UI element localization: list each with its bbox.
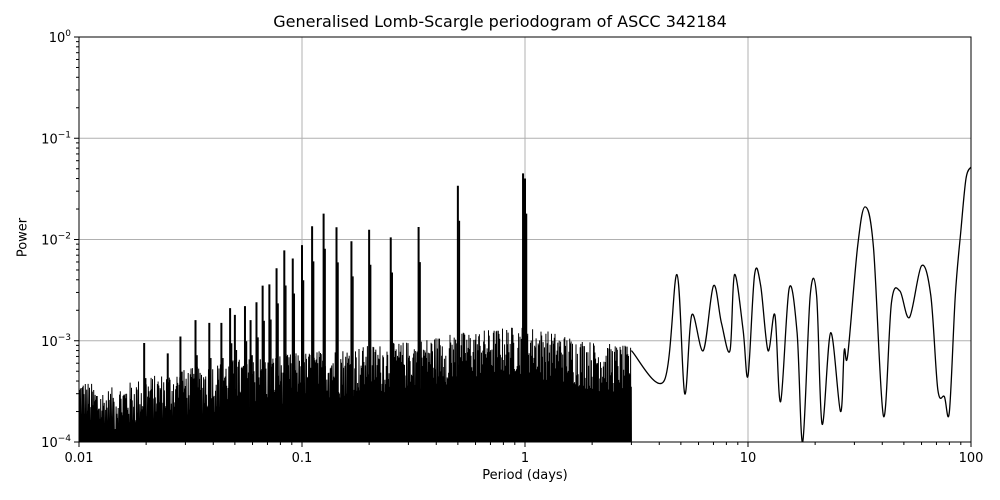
y-axis-ticks: 100 10−1 10−2 10−3 10−4 bbox=[41, 29, 79, 451]
alias-peaks bbox=[143, 173, 528, 442]
long-period-curve bbox=[630, 166, 971, 442]
y-tick-label: 100 bbox=[49, 29, 72, 46]
chart-title: Generalised Lomb-Scargle periodogram of … bbox=[273, 12, 727, 31]
y-tick-label: 10−4 bbox=[41, 434, 71, 451]
x-tick-label: 1 bbox=[521, 451, 529, 466]
x-tick-label: 0.01 bbox=[65, 451, 94, 466]
x-tick-label: 100 bbox=[959, 451, 984, 466]
y-tick-label: 10−1 bbox=[41, 130, 71, 147]
y-tick-label: 10−3 bbox=[41, 333, 71, 350]
x-tick-label: 0.1 bbox=[292, 451, 313, 466]
x-tick-label: 10 bbox=[740, 451, 757, 466]
noise-forest bbox=[79, 326, 632, 442]
y-axis-label: Power bbox=[15, 217, 31, 258]
y-tick-label: 10−2 bbox=[41, 232, 71, 249]
x-axis-label: Period (days) bbox=[482, 468, 568, 483]
x-axis-ticks: 0.01 0.1 1 10 100 bbox=[65, 442, 984, 466]
